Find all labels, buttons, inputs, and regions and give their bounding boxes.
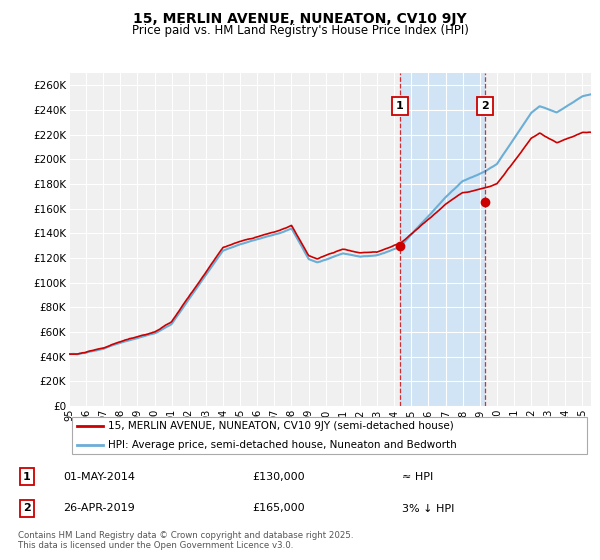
Text: £165,000: £165,000 (252, 503, 305, 514)
Text: 2: 2 (481, 101, 489, 111)
Text: 26-APR-2019: 26-APR-2019 (63, 503, 135, 514)
Text: £130,000: £130,000 (252, 472, 305, 482)
Text: 01-MAY-2014: 01-MAY-2014 (63, 472, 135, 482)
FancyBboxPatch shape (71, 417, 587, 454)
Text: ≈ HPI: ≈ HPI (402, 472, 433, 482)
Text: 3% ↓ HPI: 3% ↓ HPI (402, 503, 454, 514)
Text: 15, MERLIN AVENUE, NUNEATON, CV10 9JY (semi-detached house): 15, MERLIN AVENUE, NUNEATON, CV10 9JY (s… (108, 421, 454, 431)
Text: HPI: Average price, semi-detached house, Nuneaton and Bedworth: HPI: Average price, semi-detached house,… (108, 440, 457, 450)
Text: 1: 1 (23, 472, 31, 482)
Text: Price paid vs. HM Land Registry's House Price Index (HPI): Price paid vs. HM Land Registry's House … (131, 24, 469, 36)
Text: 1: 1 (396, 101, 404, 111)
Text: Contains HM Land Registry data © Crown copyright and database right 2025.
This d: Contains HM Land Registry data © Crown c… (18, 530, 353, 550)
Text: 15, MERLIN AVENUE, NUNEATON, CV10 9JY: 15, MERLIN AVENUE, NUNEATON, CV10 9JY (133, 12, 467, 26)
Bar (400, 73, 485, 406)
Text: 2: 2 (23, 503, 31, 514)
